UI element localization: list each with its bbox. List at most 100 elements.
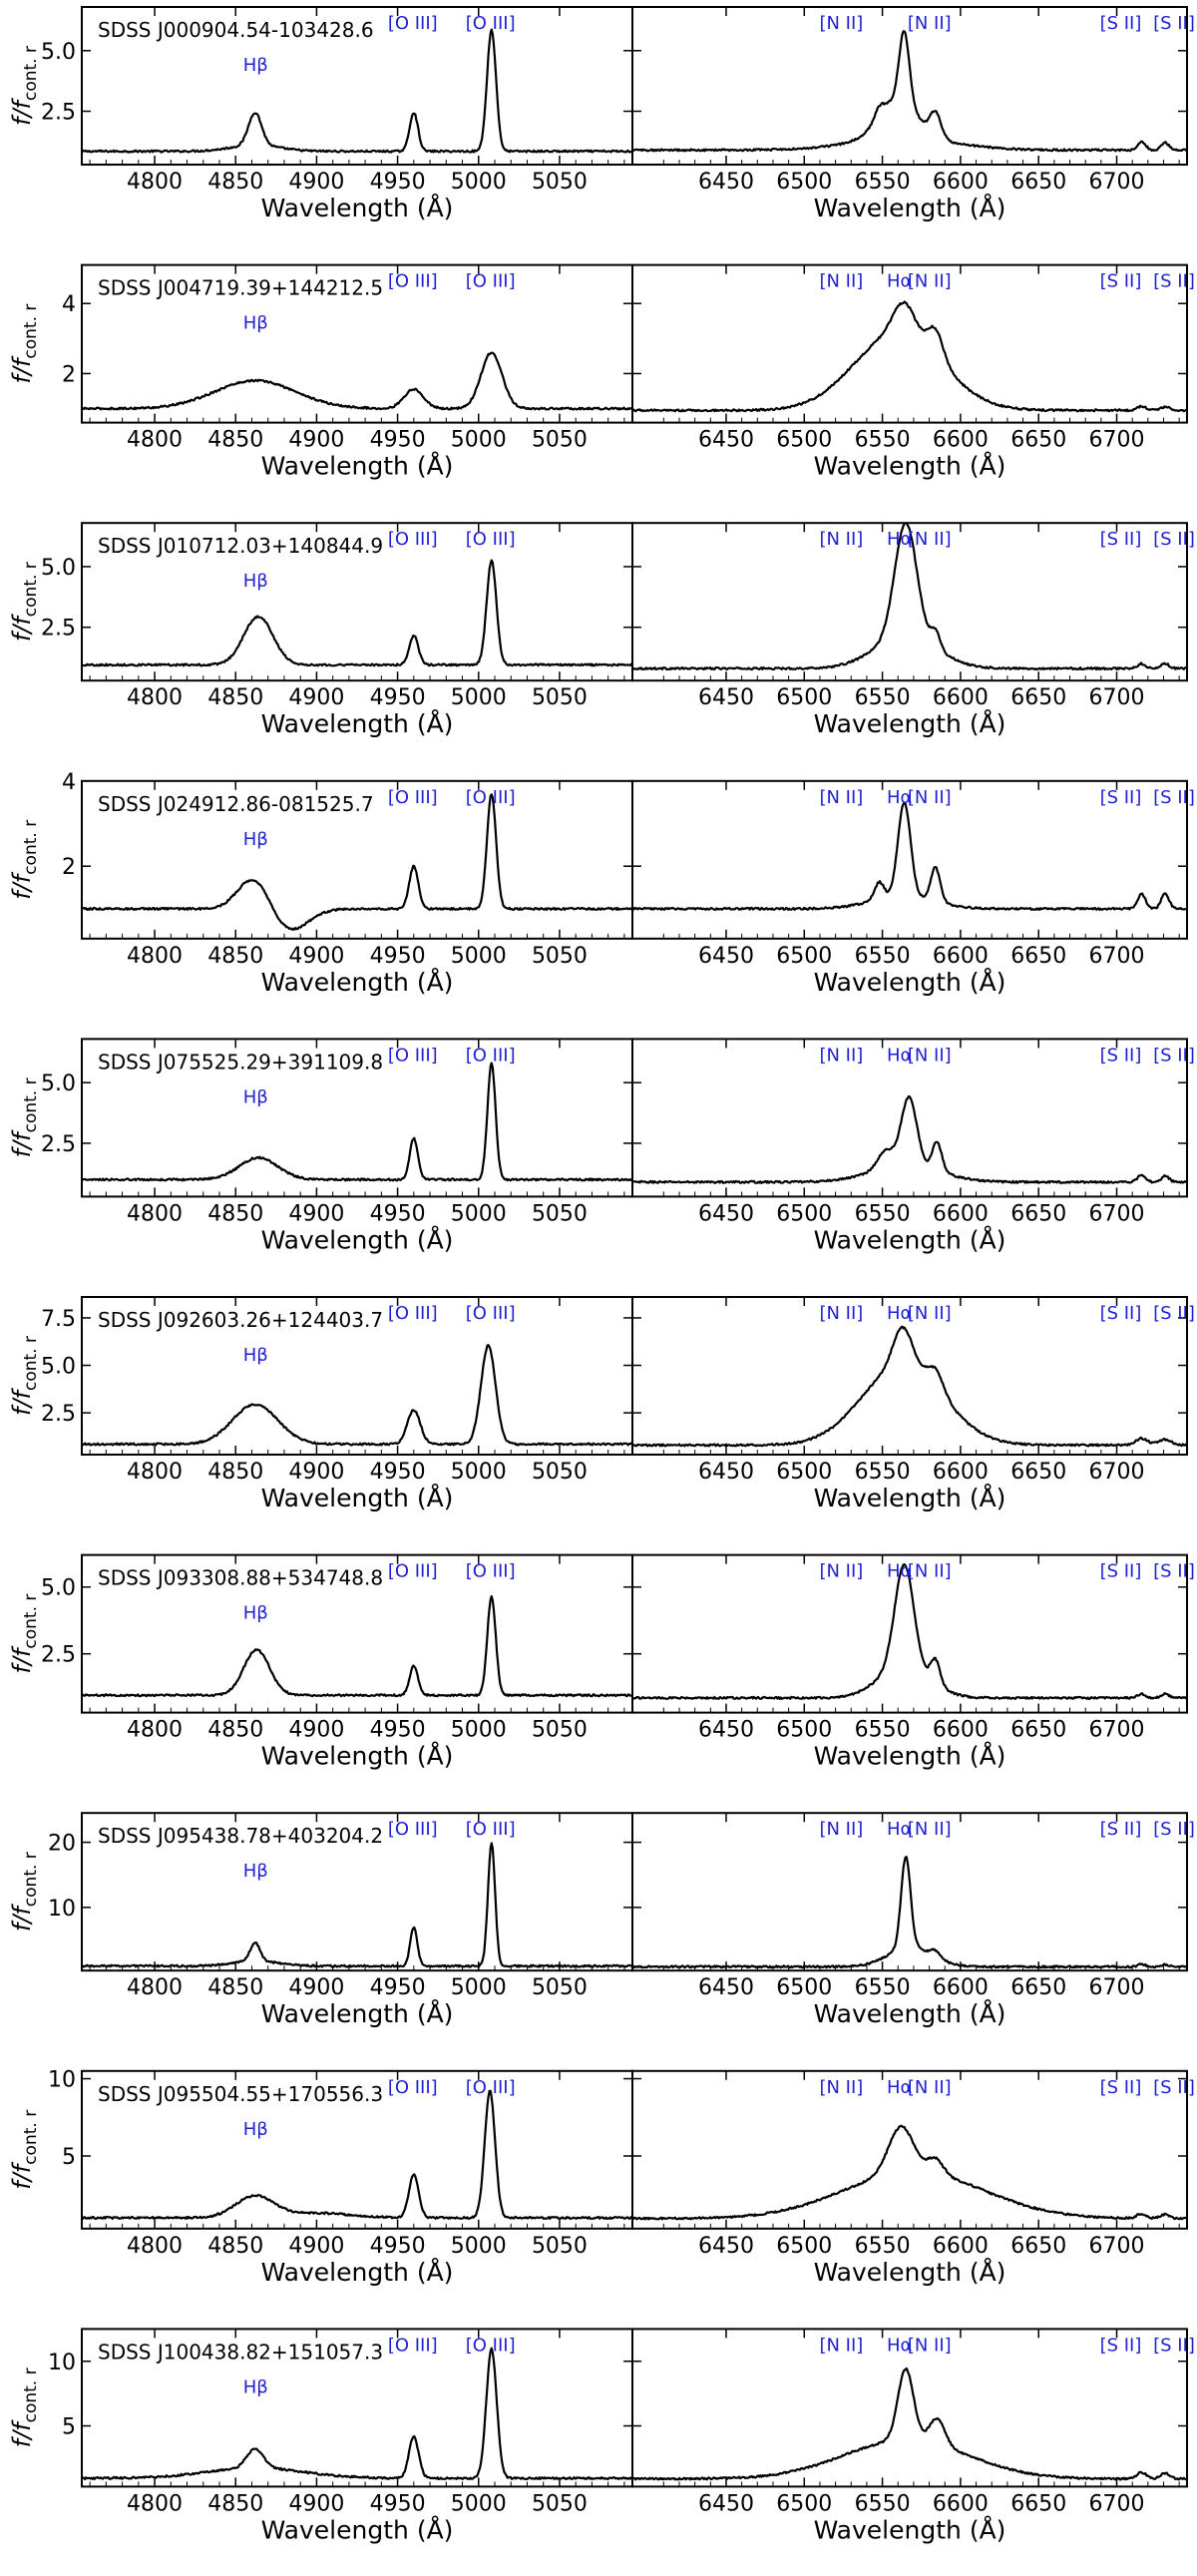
x-tick-label: 6700	[1089, 2491, 1145, 2516]
x-tick-label: 6650	[1010, 1975, 1066, 2000]
hbeta-label: Hβ	[243, 1603, 268, 1624]
nii-6584-label: [N II]	[908, 1303, 952, 1324]
y-tick-label: 2.5	[41, 1402, 76, 1427]
x-axis-label: Wavelength (Å)	[261, 452, 454, 481]
x-tick-label: 4800	[127, 428, 183, 453]
x-axis-label: Wavelength (Å)	[814, 2258, 1006, 2287]
x-tick-label: 6550	[855, 170, 911, 195]
y-tick-label: 20	[48, 1832, 76, 1857]
x-axis-label: Wavelength (Å)	[261, 709, 454, 738]
x-tick-label: 6450	[698, 944, 754, 969]
x-tick-label: 6600	[933, 685, 989, 710]
x-tick-label: 6450	[698, 2234, 754, 2259]
x-tick-label: 4950	[370, 1718, 426, 1743]
oiii-5007-label: [O III]	[466, 1561, 516, 1582]
nii-6548-label: [N II]	[819, 787, 863, 808]
x-tick-label: 4900	[288, 1460, 344, 1485]
y-tick-label: 2.5	[41, 1643, 76, 1668]
axes-frame-right	[631, 1296, 1188, 1456]
x-tick-label: 6500	[776, 1201, 832, 1226]
y-tick-label: 2	[62, 855, 76, 880]
x-tick-label: 4900	[288, 1201, 344, 1226]
x-tick-label: 6550	[855, 1460, 911, 1485]
oiii-5007-label: [O III]	[466, 1819, 516, 1840]
y-tick-label: 5	[62, 2145, 76, 2170]
nii-6584-label: [N II]	[908, 2335, 952, 2356]
x-tick-label: 6500	[776, 1975, 832, 2000]
nii-6548-label: [N II]	[819, 1303, 863, 1324]
x-tick-label: 6450	[698, 1201, 754, 1226]
y-tick-label: 10	[48, 2068, 76, 2093]
x-tick-label: 5050	[532, 1975, 588, 2000]
x-tick-label: 6650	[1010, 170, 1066, 195]
y-axis-label: f/fcont. r	[8, 562, 41, 642]
x-tick-label: 4850	[207, 428, 263, 453]
x-tick-label: 4800	[127, 944, 183, 969]
y-tick-label: 5.0	[41, 1072, 76, 1096]
x-tick-label: 6700	[1089, 1975, 1145, 2000]
y-tick-label: 5.0	[41, 40, 76, 65]
x-axis-label: Wavelength (Å)	[814, 1225, 1006, 1254]
axes-frame-right	[631, 779, 1188, 940]
x-tick-label: 5000	[451, 685, 507, 710]
left-panel: 4800 4850 4900 4950 5000 5050 Wavelength (Å)	[81, 2328, 633, 2544]
x-tick-label: 6700	[1089, 685, 1145, 710]
sii-6716-label: [S II]	[1100, 2335, 1142, 2356]
right-panel: 6450 6500 6550 6600 6650 6700 Wavelength (Å)	[631, 263, 1188, 481]
oiii-5007-label: [O III]	[466, 2335, 516, 2356]
hbeta-label: Hβ	[243, 2119, 268, 2140]
hbeta-label: Hβ	[243, 1086, 268, 1107]
x-tick-label: 6650	[1010, 685, 1066, 710]
sii-6716-label: [S II]	[1100, 1045, 1142, 1066]
halpha-label: Hα	[887, 1045, 912, 1066]
y-tick-label: 10	[48, 1897, 76, 1922]
x-tick-label: 6500	[776, 170, 832, 195]
x-tick-label: 4900	[288, 428, 344, 453]
sii-6716-label: [S II]	[1100, 13, 1142, 34]
axes-frame-right	[631, 1038, 1188, 1198]
left-panel: 4800 4850 4900 4950 5000 5050 Wavelength (Å)	[81, 779, 633, 997]
y-axis-label: f/fcont. r	[8, 2367, 41, 2447]
nii-6584-label: [N II]	[908, 529, 952, 550]
x-tick-label: 6600	[933, 170, 989, 195]
halpha-label: Hα	[887, 1561, 912, 1582]
right-panel: 6450 6500 6550 6600 6650 6700 Wavelength (Å)	[631, 2328, 1188, 2544]
sii-6731-label: [S II]	[1153, 2335, 1195, 2356]
oiii-5007-label: [O III]	[466, 529, 516, 550]
x-tick-label: 6500	[776, 685, 832, 710]
nii-6584-label: [N II]	[908, 1819, 952, 1840]
x-tick-label: 6600	[933, 428, 989, 453]
right-panel: 6450 6500 6550 6600 6650 6700 Wavelength (Å)	[631, 1038, 1188, 1254]
oiii-4959-label: [O III]	[388, 1819, 438, 1840]
oiii-5007-label: [O III]	[466, 271, 516, 292]
object-name: SDSS J100438.82+151057.3	[98, 2340, 383, 2363]
x-tick-label: 6500	[776, 1718, 832, 1743]
x-axis-label: Wavelength (Å)	[814, 1484, 1006, 1512]
y-tick-label: 7.5	[41, 1307, 76, 1332]
x-tick-label: 5050	[532, 1718, 588, 1743]
x-axis-label: Wavelength (Å)	[814, 1742, 1006, 1771]
x-tick-label: 6450	[698, 2491, 754, 2516]
x-tick-label: 6700	[1089, 1460, 1145, 1485]
x-tick-label: 4900	[288, 944, 344, 969]
oiii-4959-label: [O III]	[388, 1045, 438, 1066]
x-axis-label: Wavelength (Å)	[261, 1999, 454, 2028]
left-panel: 4800 4850 4900 4950 5000 5050 Wavelength (Å)	[81, 263, 633, 481]
oiii-4959-label: [O III]	[388, 2077, 438, 2098]
x-tick-label: 4900	[288, 1718, 344, 1743]
x-tick-label: 5050	[532, 2234, 588, 2259]
x-tick-label: 4900	[288, 685, 344, 710]
x-tick-label: 6600	[933, 1460, 989, 1485]
x-axis-label: Wavelength (Å)	[814, 709, 1006, 738]
sii-6716-label: [S II]	[1100, 787, 1142, 808]
halpha-label: Hα	[887, 2077, 912, 2098]
x-tick-label: 4950	[370, 685, 426, 710]
x-tick-label: 6600	[933, 2234, 989, 2259]
y-tick-label: 4	[62, 292, 76, 317]
sii-6731-label: [S II]	[1153, 1045, 1195, 1066]
x-tick-label: 6500	[776, 944, 832, 969]
